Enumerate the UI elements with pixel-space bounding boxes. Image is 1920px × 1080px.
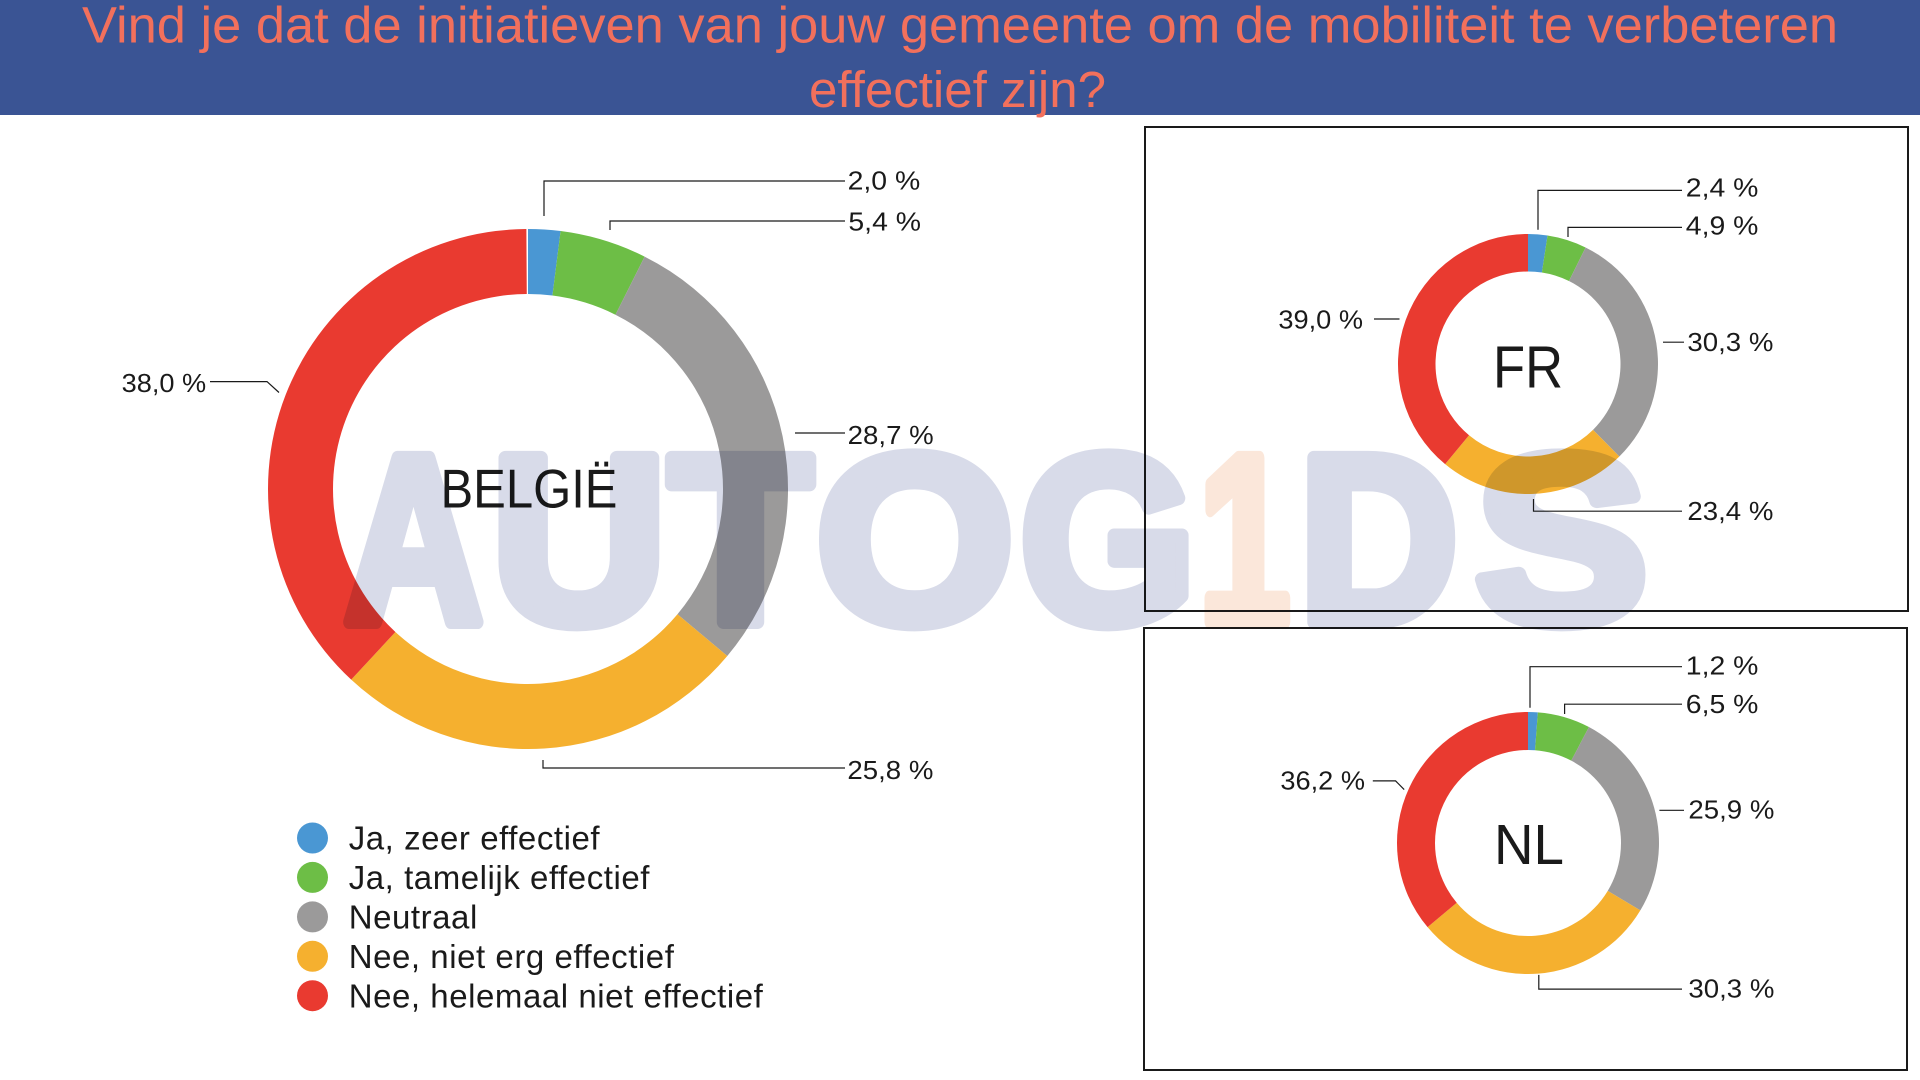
svg-text:4,9 %: 4,9 %: [1686, 213, 1759, 241]
svg-text:D: D: [1299, 406, 1458, 673]
svg-text:30,3 %: 30,3 %: [1688, 976, 1774, 1004]
svg-text:38,0 %: 38,0 %: [122, 370, 207, 398]
svg-text:23,4 %: 23,4 %: [1687, 498, 1773, 526]
svg-text:A: A: [344, 406, 483, 673]
svg-text:G: G: [1020, 406, 1196, 673]
svg-text:Ja, tamelijk effectief: Ja, tamelijk effectief: [349, 859, 651, 896]
svg-text:2,4 %: 2,4 %: [1686, 175, 1759, 203]
svg-text:1,2 %: 1,2 %: [1686, 653, 1759, 681]
svg-text:5,4 %: 5,4 %: [848, 208, 921, 236]
svg-text:28,7 %: 28,7 %: [848, 422, 934, 450]
svg-text:S: S: [1475, 406, 1648, 673]
svg-text:Nee, helemaal niet effectief: Nee, helemaal niet effectief: [349, 977, 764, 1014]
svg-text:T: T: [669, 406, 812, 673]
svg-text:Vind je dat de initiatieven va: Vind je dat de initiatieven van jouw gem…: [82, 0, 1838, 54]
svg-text:Neutraal: Neutraal: [349, 899, 478, 936]
svg-text:NL: NL: [1494, 813, 1564, 877]
svg-text:30,3 %: 30,3 %: [1687, 329, 1773, 357]
svg-text:25,8 %: 25,8 %: [847, 757, 933, 785]
svg-text:1: 1: [1199, 406, 1290, 673]
svg-text:Ja, zeer effectief: Ja, zeer effectief: [349, 820, 601, 857]
svg-text:36,2 %: 36,2 %: [1280, 768, 1365, 796]
svg-text:6,5 %: 6,5 %: [1686, 691, 1759, 719]
svg-text:Nee, niet erg effectief: Nee, niet erg effectief: [349, 938, 675, 975]
svg-text:BELGIË: BELGIË: [441, 457, 618, 519]
svg-text:effectief zijn?: effectief zijn?: [809, 61, 1106, 118]
svg-text:O: O: [816, 406, 1014, 673]
svg-text:25,9 %: 25,9 %: [1688, 797, 1774, 825]
svg-text:FR: FR: [1493, 335, 1563, 401]
svg-text:U: U: [491, 406, 667, 673]
svg-text:39,0 %: 39,0 %: [1278, 306, 1363, 334]
svg-text:2,0 %: 2,0 %: [848, 168, 921, 196]
